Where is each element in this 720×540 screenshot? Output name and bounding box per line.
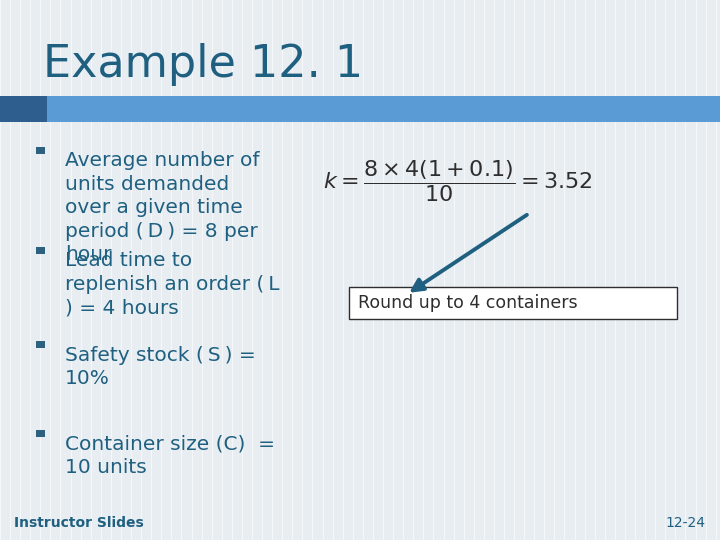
FancyArrowPatch shape [413, 215, 527, 291]
Text: $k = \dfrac{8 \times 4(1 + 0.1)}{10} = 3.52$: $k = \dfrac{8 \times 4(1 + 0.1)}{10} = 3… [323, 158, 592, 204]
Bar [36, 341, 45, 348]
Bar [36, 430, 45, 437]
Bar [36, 147, 45, 154]
Bar [349, 287, 677, 319]
Text: Average number of
units demanded
over a given time
period ( D ) = 8 per
hour: Average number of units demanded over a … [65, 151, 259, 264]
Text: 12-24: 12-24 [665, 516, 706, 530]
Text: Round up to 4 containers: Round up to 4 containers [358, 294, 577, 312]
Text: Lead time to
replenish an order ( L
) = 4 hours: Lead time to replenish an order ( L ) = … [65, 251, 279, 317]
Bar [0, 96, 47, 122]
Bar [36, 247, 45, 254]
Text: Safety stock ( S ) =
10%: Safety stock ( S ) = 10% [65, 346, 256, 388]
Text: Example 12. 1: Example 12. 1 [43, 43, 364, 86]
Text: Instructor Slides: Instructor Slides [14, 516, 144, 530]
Bar [0, 96, 720, 122]
Text: Container size (C)  =
10 units: Container size (C) = 10 units [65, 435, 275, 477]
